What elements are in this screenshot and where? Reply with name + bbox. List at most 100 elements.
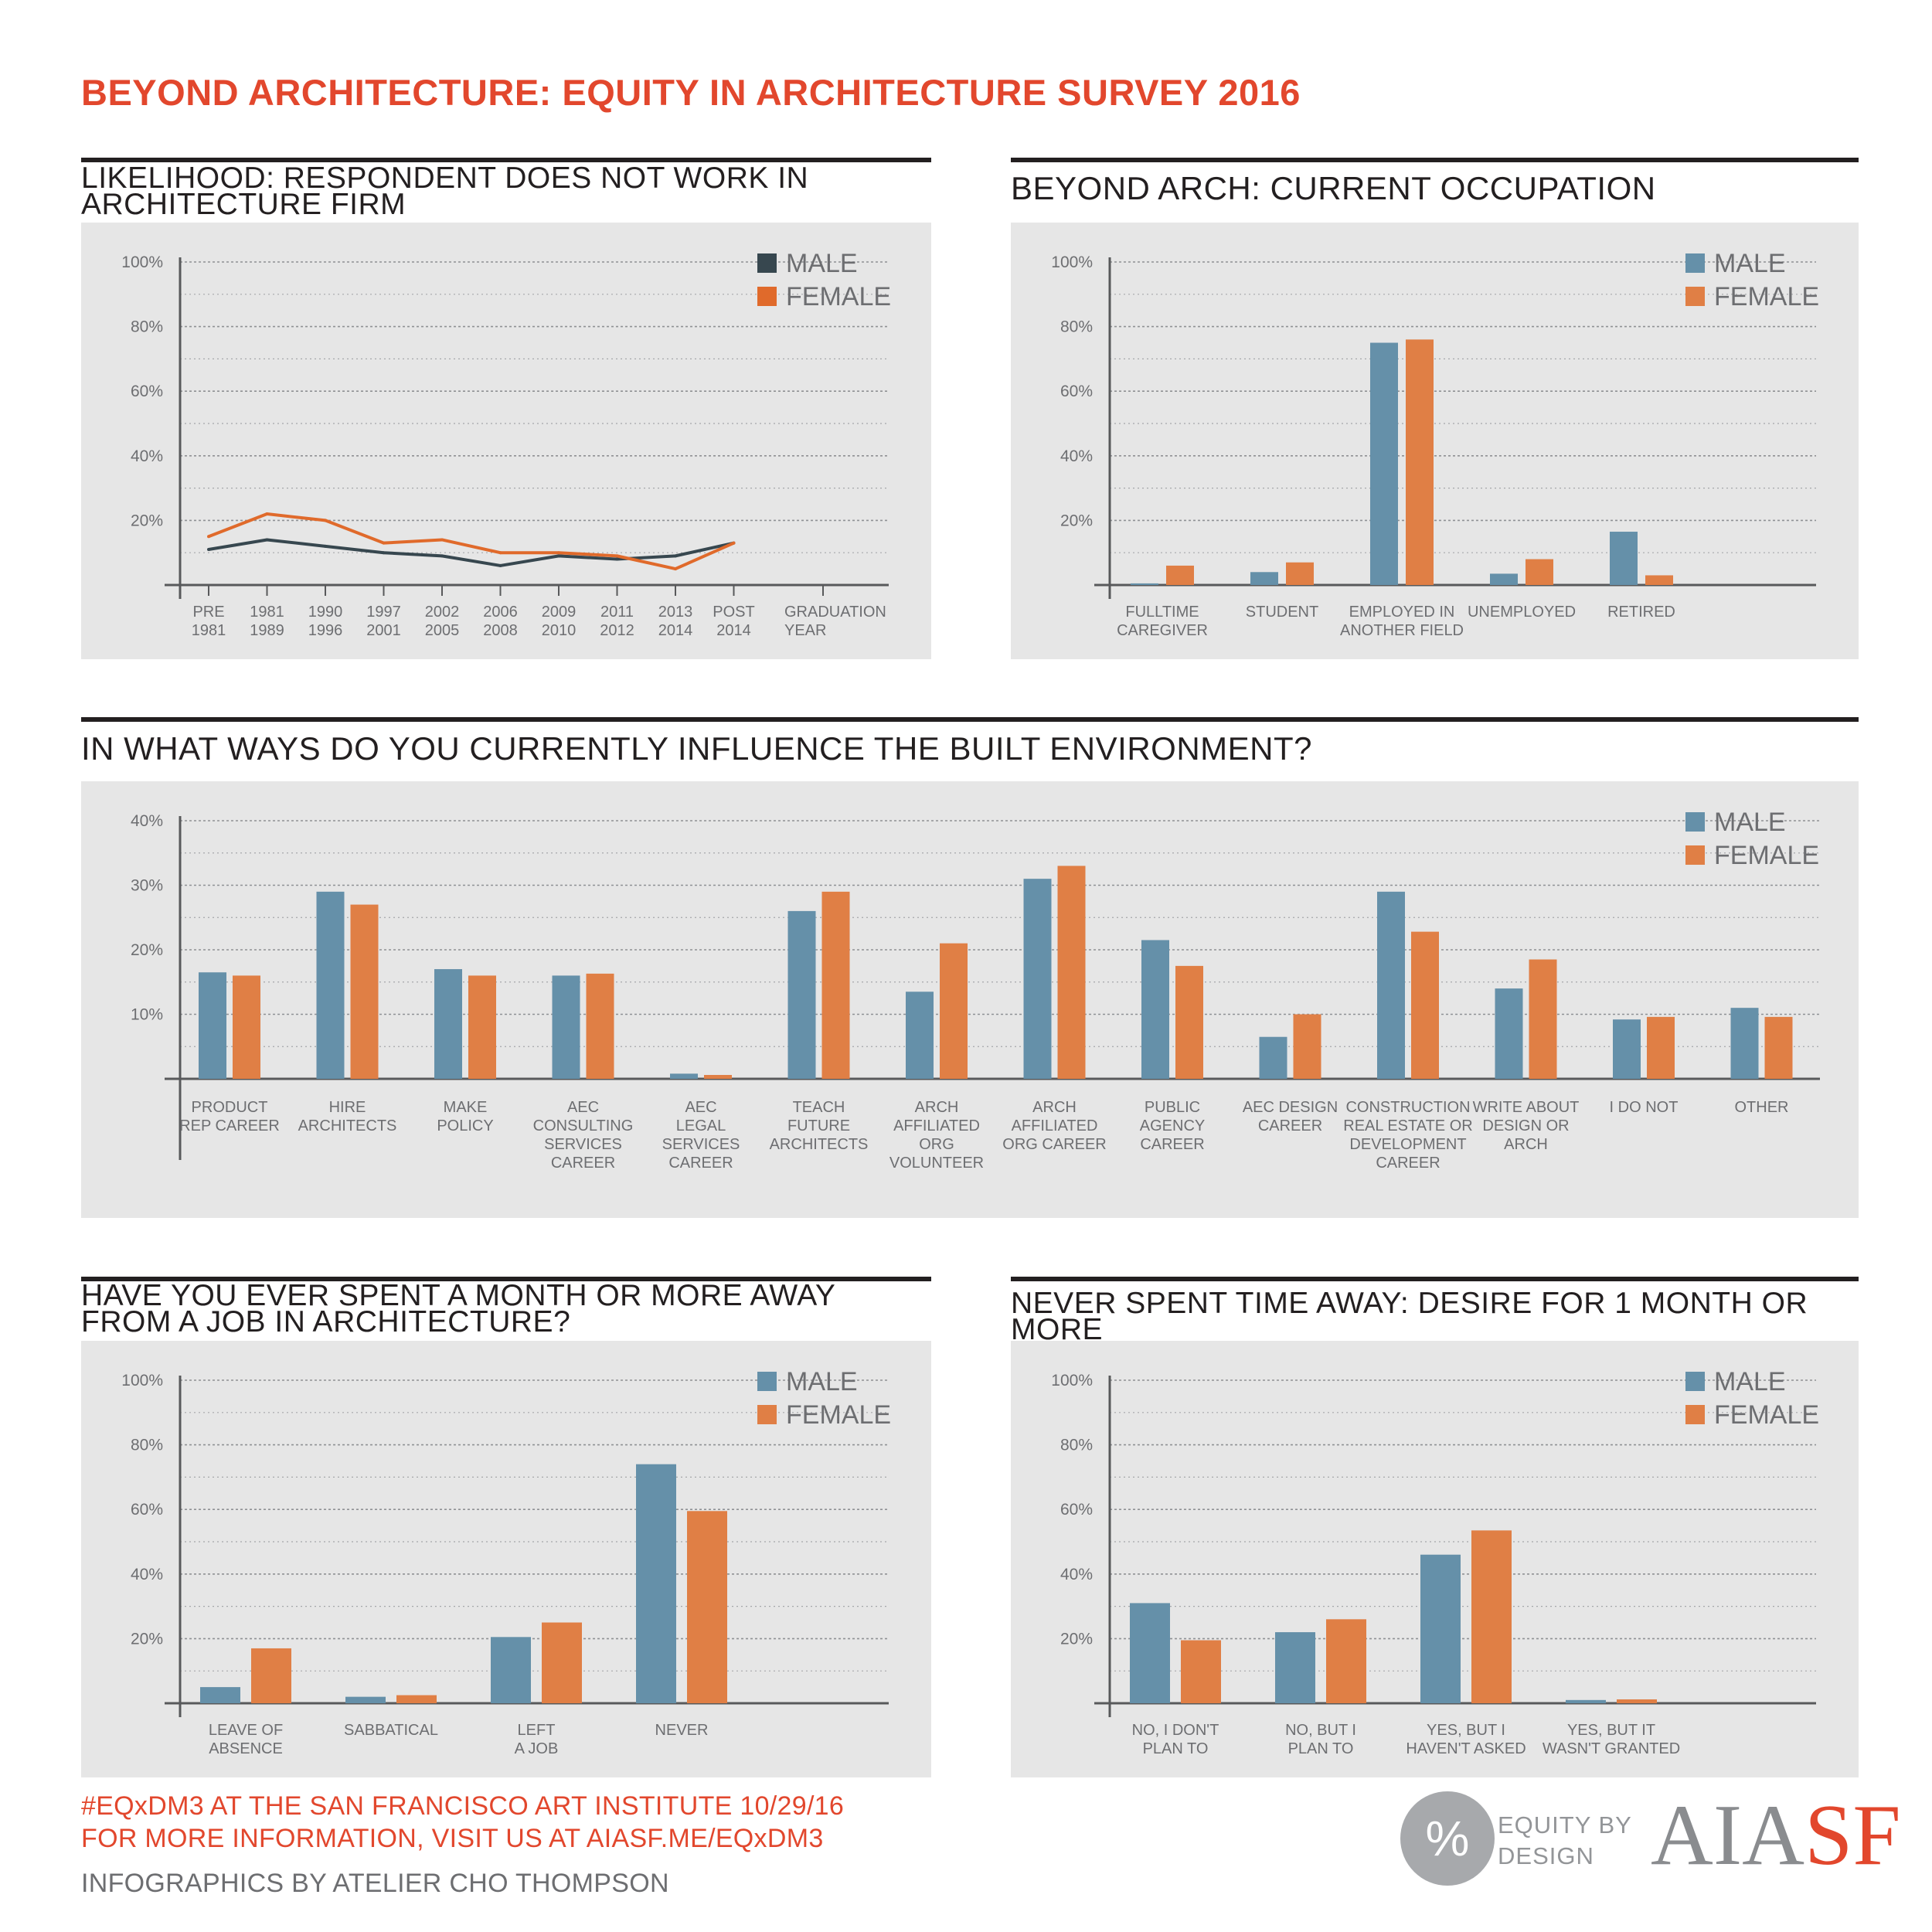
y-tick-label: 20% [1060, 1630, 1093, 1648]
x-category-label: 1981 [250, 604, 284, 621]
bar-male [1490, 573, 1518, 585]
bar-male [199, 972, 226, 1079]
x-category-label: 2011 [600, 604, 634, 621]
bar-male [1370, 342, 1398, 585]
bar-male [345, 1696, 386, 1703]
bar-male [491, 1637, 531, 1703]
bar-male [1023, 879, 1052, 1079]
legend-label-male: MALE [786, 1367, 858, 1396]
bar-male [1131, 583, 1158, 585]
bar-female [821, 891, 850, 1079]
bar-male [316, 891, 345, 1079]
x-axis-title: YEAR [784, 622, 826, 639]
x-category-label: AFFILIATED [893, 1117, 980, 1134]
data-point [557, 551, 560, 555]
x-category-label: DESIGN OR [1482, 1117, 1569, 1134]
bar-female [586, 973, 614, 1079]
x-category-label: SABBATICAL [344, 1722, 438, 1739]
legend-label-male: MALE [1714, 249, 1786, 278]
equity-by-design-percent-icon: % [1400, 1791, 1495, 1886]
x-category-label: PRE [192, 604, 224, 621]
equity-logo-line1: EQUITY BY [1498, 1811, 1632, 1838]
occupation-title: BEYOND ARCH: CURRENT OCCUPATION [1011, 170, 1656, 206]
x-category-label: REP CAREER [179, 1117, 280, 1134]
x-category-label: CAREER [1376, 1155, 1440, 1172]
x-category-label: CONSULTING [533, 1117, 634, 1134]
bar-female [468, 975, 496, 1079]
x-category-label: ANOTHER FIELD [1340, 622, 1464, 639]
x-category-label: LEAVE OF [209, 1722, 283, 1739]
footer-info-link[interactable]: FOR MORE INFORMATION, VISIT US AT AIASF.… [81, 1824, 824, 1853]
x-category-label: DEVELOPMENT [1349, 1136, 1466, 1153]
y-tick-label: 20% [131, 1630, 163, 1648]
likelihood-chart-panel: 100% 80% 60% 40% 20% PRE 1981 1981 1989 1990 1996 1… [81, 223, 931, 659]
legend-swatch-male [757, 253, 777, 273]
section-rule [1011, 1277, 1859, 1281]
x-category-label: 2013 [658, 604, 693, 621]
data-point [382, 541, 386, 545]
y-tick-label: 20% [131, 512, 163, 529]
x-category-label: MAKE [444, 1099, 488, 1116]
x-category-label: PUBLIC [1145, 1099, 1200, 1116]
time-away-chart-panel: 100% 80% 60% 40% 20% LEAVE OF ABSENCE SABBATICA… [81, 1341, 931, 1777]
legend-label-female: FEMALE [786, 1400, 891, 1430]
x-category-label: HAVEN'T ASKED [1406, 1740, 1526, 1757]
bar-male [906, 992, 934, 1079]
bar-male [1377, 891, 1405, 1079]
data-point [615, 554, 619, 558]
x-category-label: CAREGIVER [1117, 622, 1208, 639]
legend-swatch-female [757, 1405, 777, 1424]
x-category-label: SERVICES [662, 1136, 740, 1153]
x-category-label: ORG CAREER [1002, 1136, 1106, 1153]
legend-label-male: MALE [786, 249, 858, 278]
x-category-label: AEC [567, 1099, 599, 1116]
bar-female [1406, 339, 1434, 585]
bar-female [1175, 965, 1203, 1079]
x-category-label: UNEMPLOYED [1468, 604, 1576, 621]
equity-logo-line2: DESIGN [1498, 1842, 1594, 1869]
x-category-label: NO, BUT I [1285, 1722, 1356, 1739]
x-category-label: FUTURE [787, 1117, 850, 1134]
legend-label-female: FEMALE [786, 282, 891, 311]
bar-male [434, 969, 462, 1079]
section-rule [1011, 158, 1859, 162]
data-point [615, 557, 619, 561]
legend-swatch-male [757, 1372, 777, 1391]
x-category-label: 2001 [366, 622, 401, 639]
x-category-label: FULLTIME [1125, 604, 1199, 621]
legend-swatch-female [1685, 287, 1705, 306]
bar-male [1130, 1603, 1170, 1703]
data-point [324, 544, 327, 548]
bar-male [552, 975, 580, 1079]
x-category-label: ORG [919, 1136, 954, 1153]
x-category-label: PLAN TO [1288, 1740, 1354, 1757]
x-category-label: 2008 [483, 622, 518, 639]
section-rule [81, 158, 931, 162]
bar-female [1526, 559, 1553, 585]
aiasf-logo-sf: SF [1804, 1787, 1901, 1883]
x-category-label: REAL ESTATE OR [1343, 1117, 1472, 1134]
bar-male [1495, 988, 1523, 1079]
x-category-label: SERVICES [544, 1136, 622, 1153]
bar-male [787, 910, 816, 1079]
x-category-label: ARCH [915, 1099, 959, 1116]
legend-swatch-female [1685, 845, 1705, 865]
x-category-label: RETIRED [1607, 604, 1675, 621]
bar-female [1645, 575, 1673, 585]
x-category-label: 2012 [600, 622, 634, 639]
x-category-label: PRODUCT [192, 1099, 268, 1116]
x-category-label: VOLUNTEER [889, 1155, 984, 1172]
x-category-label: CAREER [1140, 1136, 1204, 1153]
influence-title: IN WHAT WAYS DO YOU CURRENTLY INFLUENCE … [81, 730, 1312, 767]
y-tick-label: 40% [131, 812, 163, 830]
bar-male [1420, 1554, 1461, 1703]
data-point [440, 538, 444, 542]
x-category-label: CAREER [551, 1155, 615, 1172]
x-category-label: AGENCY [1140, 1117, 1205, 1134]
y-tick-label: 40% [131, 447, 163, 465]
series-line-male [208, 538, 734, 567]
y-tick-label: 80% [131, 1437, 163, 1454]
x-category-label: STUDENT [1246, 604, 1318, 621]
